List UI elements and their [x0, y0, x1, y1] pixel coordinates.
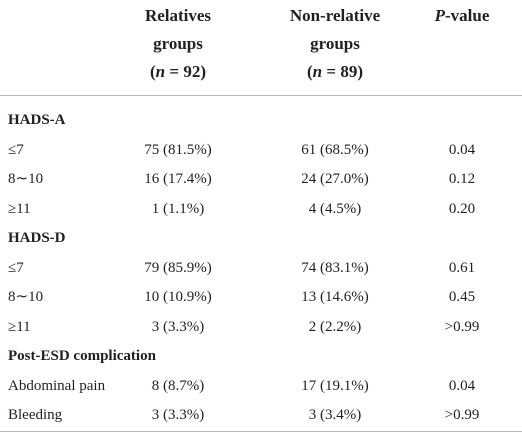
row-label: ≥11 — [8, 318, 31, 335]
table-cell: 2 (2.2%) — [308, 318, 362, 335]
table-cell: 17 (19.1%) — [301, 377, 369, 394]
table-cell: 1 (1.1%) — [151, 200, 205, 217]
table-cell: 74 (83.1%) — [301, 259, 369, 276]
table-cell: 0.45 — [448, 289, 476, 305]
table-cell: 79 (85.9%) — [144, 259, 212, 276]
section-title: HADS-A — [8, 112, 66, 128]
column-header: Non-relative — [290, 2, 380, 30]
row-label: ≥11 — [8, 200, 31, 217]
header-text: n — [312, 62, 323, 81]
column-header: P-value — [435, 2, 490, 30]
table-cell: 16 (17.4%) — [144, 171, 212, 187]
header-text: ( — [307, 62, 313, 81]
row-label: ≤7 — [8, 259, 24, 276]
column-header: (n = 89) — [307, 58, 363, 86]
row-label: Bleeding — [8, 407, 63, 423]
table-cell: >0.99 — [444, 318, 480, 335]
header-text: ( — [150, 62, 156, 81]
row-label: Abdominal pain — [8, 377, 106, 394]
column-header: (n = 92) — [150, 58, 206, 86]
table-cell: 61 (68.5%) — [301, 141, 369, 158]
table-cell: 8 (8.7%) — [151, 377, 205, 394]
column-header: groups — [310, 30, 360, 58]
row-label: ≤7 — [8, 141, 24, 158]
row-label: 8∼10 — [8, 289, 44, 305]
header-text: P — [434, 6, 445, 25]
table-cell: 0.04 — [448, 141, 476, 158]
header-text: groups — [310, 34, 360, 53]
table-cell: 0.20 — [448, 200, 476, 217]
bottom-rule — [0, 431, 522, 432]
table-cell: 0.12 — [448, 171, 476, 187]
header-text: = 89) — [322, 62, 363, 81]
section-title: Post-ESD complication — [8, 348, 156, 364]
section-title: HADS-D — [8, 230, 66, 246]
header-text: -value — [445, 6, 490, 25]
header-text: n — [155, 62, 166, 81]
table-cell: 0.61 — [448, 259, 476, 276]
table-cell: 75 (81.5%) — [144, 141, 212, 158]
table-cell: 10 (10.9%) — [144, 289, 212, 305]
row-label: 8∼10 — [8, 171, 44, 187]
header-text: groups — [153, 34, 203, 53]
header-rule — [0, 95, 522, 96]
header-text: Non-relative — [289, 6, 381, 25]
table-cell: 0.04 — [448, 377, 476, 394]
column-header: groups — [153, 30, 203, 58]
table-cell: >0.99 — [444, 407, 480, 423]
table-cell: 4 (4.5%) — [308, 200, 362, 217]
header-text: Relatives — [144, 6, 212, 25]
table-cell: 3 (3.4%) — [308, 407, 362, 423]
table-cell: 13 (14.6%) — [301, 289, 369, 305]
header-text: = 92) — [165, 62, 206, 81]
column-header: Relatives — [145, 2, 211, 30]
table-cell: 3 (3.3%) — [151, 318, 205, 335]
table-cell: 24 (27.0%) — [301, 171, 369, 187]
table-cell: 3 (3.3%) — [151, 407, 205, 423]
